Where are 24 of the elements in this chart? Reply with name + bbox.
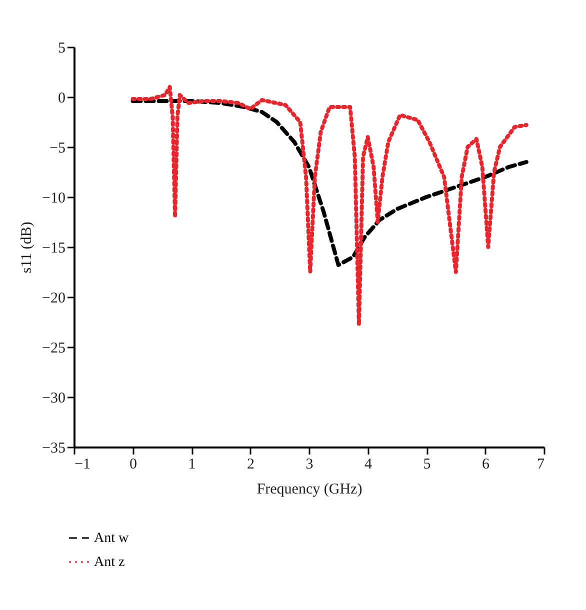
y-tick-label: −10 [42,190,66,206]
legend-label: Ant w [94,531,130,546]
x-tick-label: 2 [247,456,254,472]
x-tick-label: 1 [188,456,196,472]
legend-label: Ant z [94,555,125,570]
y-axis-title: s11 (dB) [19,222,36,274]
y-tick-label: 5 [58,40,66,56]
x-axis-title: Frequency (GHz) [256,482,362,498]
y-tick-label: −25 [42,340,66,356]
x-tick-label: 4 [364,456,372,472]
y-tick-label: 0 [58,90,66,106]
y-tick-label: −5 [50,140,66,156]
x-tick-label: 5 [423,456,431,472]
y-tick-label: −35 [42,440,66,456]
y-tick-label: −15 [42,240,66,256]
x-tick-label: 7 [537,456,545,472]
x-tick-label: 0 [130,456,137,472]
x-tick-label: −1 [74,456,90,472]
y-tick-label: −30 [42,390,66,406]
line-series [130,99,528,267]
x-tick-label: 6 [482,456,490,472]
line-series [130,85,528,327]
y-tick-label: −20 [42,290,66,306]
x-tick-label: 3 [306,456,314,472]
